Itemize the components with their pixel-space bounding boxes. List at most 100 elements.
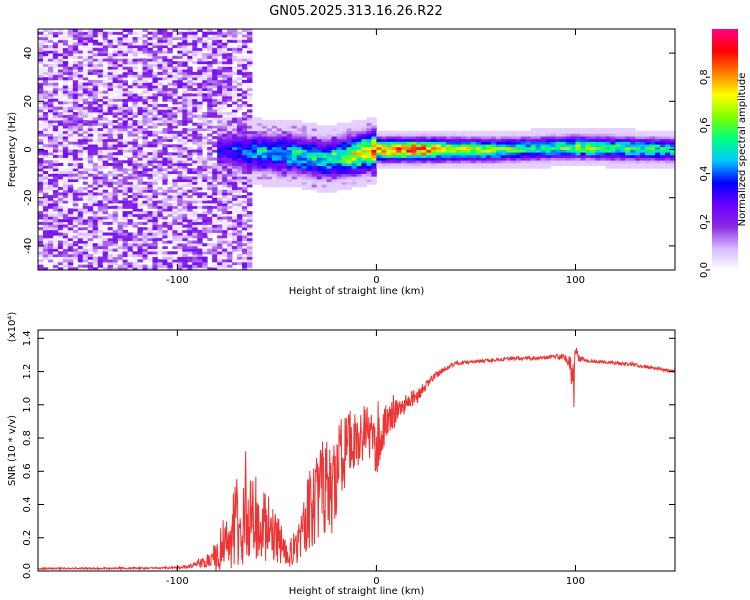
- heatmap-cell: [132, 95, 138, 100]
- heatmap-cell: [227, 232, 233, 236]
- heatmap-cell: [242, 79, 248, 83]
- heatmap-cell: [137, 192, 143, 196]
- heatmap-cell: [38, 149, 44, 153]
- heatmap-cell: [122, 259, 128, 263]
- colorbar-segment: [712, 51, 738, 54]
- heatmap-cell: [92, 248, 99, 252]
- heatmap-cell: [242, 221, 248, 225]
- heatmap-cell: [112, 50, 119, 54]
- heatmap-cell: [256, 152, 263, 156]
- heatmap-cell: [475, 136, 482, 140]
- heatmap-cell: [306, 173, 313, 177]
- heatmap-cell: [470, 160, 477, 164]
- heatmap-cell: [500, 130, 507, 134]
- heatmap-cell: [107, 267, 114, 271]
- heatmap-cell: [475, 162, 482, 166]
- heatmap-cell: [187, 87, 193, 91]
- heatmap-cell: [197, 90, 203, 94]
- heatmap-cell: [157, 245, 163, 249]
- heatmap-cell: [500, 165, 507, 169]
- heatmap-cell: [122, 256, 128, 260]
- heatmap-cell: [217, 138, 223, 142]
- colorbar-segment: [712, 97, 738, 100]
- colorbar-segment: [712, 59, 738, 62]
- heatmap-cell: [575, 157, 581, 161]
- heatmap-cell: [520, 149, 527, 153]
- heatmap-cell: [570, 157, 576, 161]
- heatmap-cell: [177, 267, 183, 271]
- heatmap-cell: [87, 224, 94, 228]
- heatmap-cell: [167, 120, 173, 124]
- heatmap-cell: [605, 157, 611, 161]
- heatmap-cell: [237, 106, 243, 110]
- heatmap-cell: [207, 37, 213, 41]
- heatmap-cell: [650, 149, 656, 153]
- heatmap-cell: [187, 235, 193, 239]
- heatmap-cell: [202, 98, 208, 102]
- heatmap-cell: [247, 213, 253, 217]
- heatmap-cell: [217, 87, 223, 91]
- heatmap-cell: [77, 144, 84, 148]
- colorbar-segment: [712, 247, 738, 251]
- colorbar-segment: [712, 111, 738, 114]
- heatmap-cell: [396, 157, 402, 161]
- heatmap-cell: [72, 240, 79, 244]
- heatmap-cell: [286, 133, 293, 137]
- heatmap-cell: [122, 106, 128, 110]
- heatmap-cell: [540, 152, 547, 156]
- heatmap-cell: [251, 125, 258, 129]
- heatmap-cell: [286, 122, 293, 126]
- heatmap-cell: [192, 98, 198, 102]
- heatmap-cell: [436, 152, 442, 156]
- heatmap-cell: [182, 120, 188, 124]
- x-tick-label: 100: [566, 275, 585, 286]
- colorbar-segment: [712, 45, 738, 48]
- heatmap-cell: [271, 125, 278, 129]
- heatmap-cell: [525, 165, 532, 169]
- heatmap-cell: [67, 53, 74, 57]
- heatmap-cell: [366, 157, 372, 161]
- heatmap-cell: [421, 154, 427, 158]
- y-tick-label: 0.6: [22, 463, 33, 479]
- heatmap-cell: [197, 69, 203, 73]
- heatmap-cell: [127, 162, 133, 166]
- heatmap-cell: [38, 189, 44, 193]
- heatmap-cell: [207, 152, 213, 156]
- heatmap-cell: [217, 243, 223, 247]
- heatmap-cell: [72, 98, 79, 102]
- heatmap-cell: [227, 152, 233, 156]
- heatmap-cell: [605, 154, 611, 158]
- heatmap-cell: [331, 154, 337, 158]
- heatmap-cell: [237, 237, 243, 241]
- heatmap-cell: [495, 136, 502, 140]
- heatmap-cell: [326, 146, 333, 150]
- heatmap-cell: [157, 37, 163, 41]
- heatmap-cell: [52, 192, 59, 196]
- heatmap-cell: [376, 141, 382, 145]
- heatmap-cell: [182, 178, 188, 183]
- heatmap-cell: [202, 264, 208, 268]
- heatmap-cell: [72, 103, 79, 108]
- heatmap-cell: [441, 138, 447, 142]
- heatmap-cell: [361, 162, 367, 166]
- heatmap-cell: [202, 74, 208, 78]
- heatmap-cell: [142, 221, 148, 225]
- heatmap-cell: [560, 146, 566, 150]
- heatmap-cell: [182, 42, 188, 46]
- heatmap-cell: [122, 58, 128, 62]
- heatmap-cell: [192, 181, 198, 185]
- heatmap-cell: [650, 157, 656, 161]
- heatmap-cell: [242, 195, 248, 199]
- heatmap-cell: [42, 95, 49, 100]
- heatmap-cell: [197, 186, 203, 191]
- heatmap-cell: [177, 144, 183, 148]
- heatmap-cell: [306, 162, 313, 166]
- heatmap-cell: [157, 165, 163, 169]
- heatmap-cell: [157, 82, 163, 86]
- heatmap-cell: [237, 245, 243, 249]
- heatmap-cell: [625, 141, 631, 145]
- heatmap-cell: [251, 120, 258, 124]
- heatmap-cell: [391, 130, 397, 134]
- heatmap-cell: [510, 141, 517, 145]
- heatmap-cell: [132, 120, 138, 124]
